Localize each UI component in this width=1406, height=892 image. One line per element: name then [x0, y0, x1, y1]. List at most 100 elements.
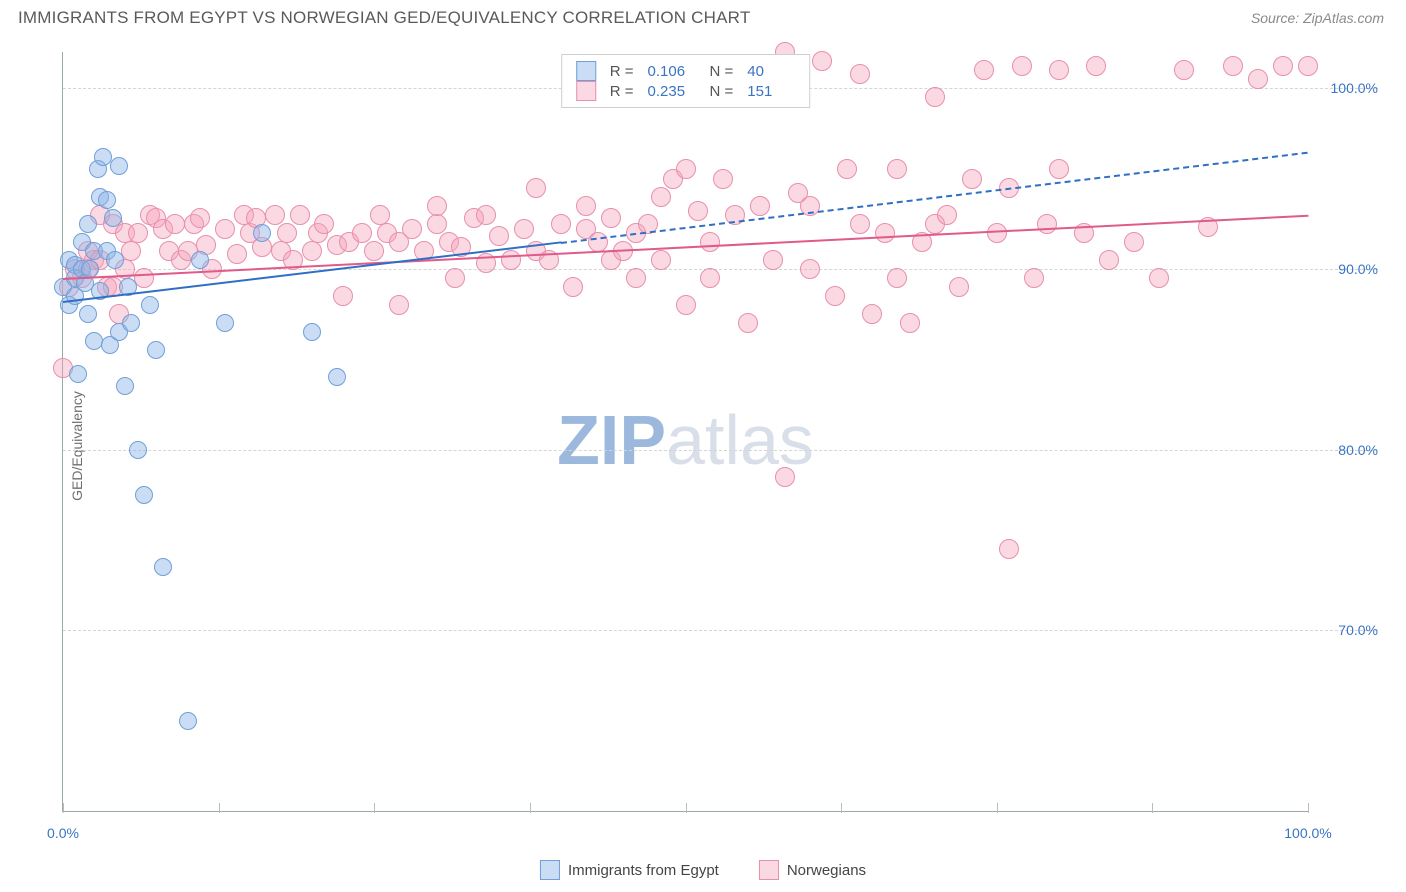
legend-stats: R = 0.106 N = 40 R = 0.235 N = 151 [561, 54, 811, 108]
data-point [314, 214, 334, 234]
data-point [98, 191, 116, 209]
data-point [85, 332, 103, 350]
data-point [1174, 60, 1194, 80]
data-point [370, 205, 390, 225]
data-point [122, 314, 140, 332]
data-point [812, 51, 832, 71]
data-point [129, 441, 147, 459]
data-point [800, 259, 820, 279]
data-point [850, 64, 870, 84]
data-point [1086, 56, 1106, 76]
data-point [676, 159, 696, 179]
data-point [676, 295, 696, 315]
data-point [253, 224, 271, 242]
y-tick-label: 100.0% [1322, 80, 1378, 96]
legend-stats-row-norway: R = 0.235 N = 151 [576, 81, 796, 101]
swatch-egypt [576, 61, 596, 81]
r-value-egypt: 0.106 [648, 63, 696, 80]
r-label: R = [610, 83, 634, 100]
x-tick [1152, 803, 1153, 813]
data-point [190, 208, 210, 228]
data-point [94, 148, 112, 166]
data-point [651, 187, 671, 207]
data-point [227, 244, 247, 264]
watermark-zip: ZIP [557, 401, 666, 479]
data-point [328, 368, 346, 386]
swatch-egypt [540, 860, 560, 880]
data-point [900, 313, 920, 333]
data-point [887, 159, 907, 179]
data-point [147, 341, 165, 359]
data-point [1273, 56, 1293, 76]
data-point [501, 250, 521, 270]
data-point [154, 558, 172, 576]
y-tick-label: 70.0% [1322, 622, 1378, 638]
n-value-norway: 151 [747, 83, 795, 100]
data-point [937, 205, 957, 225]
data-point [402, 219, 422, 239]
data-point [135, 486, 153, 504]
data-point [713, 169, 733, 189]
data-point [1099, 250, 1119, 270]
data-point [750, 196, 770, 216]
data-point [962, 169, 982, 189]
data-point [1248, 69, 1268, 89]
data-point [79, 305, 97, 323]
data-point [763, 250, 783, 270]
data-point [974, 60, 994, 80]
data-point [302, 241, 322, 261]
data-point [1223, 56, 1243, 76]
source-label: Source: ZipAtlas.com [1251, 10, 1384, 26]
data-point [165, 214, 185, 234]
data-point [999, 539, 1019, 559]
y-tick-label: 80.0% [1322, 442, 1378, 458]
data-point [389, 295, 409, 315]
data-point [141, 296, 159, 314]
data-point [862, 304, 882, 324]
legend-label-egypt: Immigrants from Egypt [568, 862, 719, 879]
data-point [700, 268, 720, 288]
x-tick [374, 803, 375, 813]
data-point [116, 377, 134, 395]
x-tick [219, 803, 220, 813]
data-point [588, 232, 608, 252]
data-point [1149, 268, 1169, 288]
data-point [700, 232, 720, 252]
plot-area: ZIPatlas R = 0.106 N = 40 R = 0.235 N = … [62, 52, 1308, 812]
data-point [1124, 232, 1144, 252]
data-point [69, 365, 87, 383]
data-point [191, 251, 209, 269]
data-point [427, 214, 447, 234]
data-point [738, 313, 758, 333]
chart-title: IMMIGRANTS FROM EGYPT VS NORWEGIAN GED/E… [18, 8, 750, 28]
data-point [1024, 268, 1044, 288]
data-point [601, 208, 621, 228]
n-label: N = [710, 63, 734, 80]
data-point [1012, 56, 1032, 76]
data-point [134, 268, 154, 288]
gridline-h [63, 450, 1378, 451]
data-point [476, 205, 496, 225]
x-tick [686, 803, 687, 813]
r-label: R = [610, 63, 634, 80]
data-point [290, 205, 310, 225]
data-point [1049, 159, 1069, 179]
data-point [551, 214, 571, 234]
swatch-norway [759, 860, 779, 880]
data-point [427, 196, 447, 216]
legend-item-norway: Norwegians [759, 860, 866, 880]
data-point [106, 251, 124, 269]
r-value-norway: 0.235 [648, 83, 696, 100]
data-point [81, 260, 99, 278]
watermark: ZIPatlas [557, 400, 814, 480]
x-tick [841, 803, 842, 813]
data-point [333, 286, 353, 306]
y-tick-label: 90.0% [1322, 261, 1378, 277]
data-point [265, 205, 285, 225]
data-point [514, 219, 534, 239]
data-point [79, 215, 97, 233]
swatch-norway [576, 81, 596, 101]
data-point [216, 314, 234, 332]
data-point [576, 196, 596, 216]
watermark-atlas: atlas [666, 401, 814, 479]
